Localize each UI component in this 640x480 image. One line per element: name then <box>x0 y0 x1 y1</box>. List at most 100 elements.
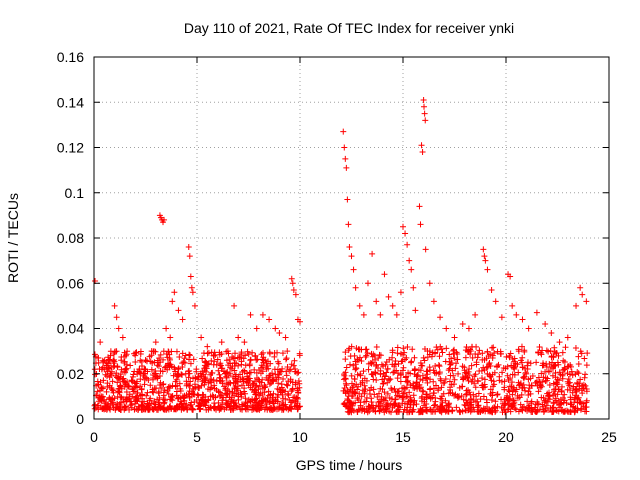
data-point <box>483 355 490 362</box>
data-point <box>538 383 545 390</box>
data-point <box>487 351 494 358</box>
data-point <box>413 373 420 380</box>
data-point <box>491 381 498 388</box>
data-point <box>118 357 125 364</box>
data-point <box>296 352 303 359</box>
data-point <box>274 371 281 378</box>
data-point <box>515 346 522 353</box>
data-point <box>290 397 297 404</box>
data-point <box>234 354 241 361</box>
data-point <box>407 394 414 401</box>
data-point <box>179 364 186 371</box>
data-point <box>230 355 237 362</box>
data-point <box>395 360 402 367</box>
data-point <box>121 404 128 411</box>
data-point <box>225 362 232 369</box>
data-point <box>582 404 589 411</box>
data-point <box>578 405 585 412</box>
data-points <box>91 96 591 416</box>
data-point <box>389 302 396 309</box>
data-point <box>253 382 260 389</box>
data-point <box>295 369 302 376</box>
y-tick-label: 0.02 <box>57 366 84 382</box>
data-point <box>548 408 555 415</box>
data-point <box>253 325 260 332</box>
data-point <box>506 352 513 359</box>
data-point <box>272 325 279 332</box>
data-point <box>146 353 153 360</box>
data-point <box>292 381 299 388</box>
data-point <box>518 343 525 350</box>
data-point <box>427 395 434 402</box>
data-point <box>158 385 165 392</box>
data-point <box>247 369 254 376</box>
data-point <box>106 374 113 381</box>
data-point <box>253 395 260 402</box>
data-point <box>275 405 282 412</box>
data-point <box>381 409 388 416</box>
data-point <box>570 385 577 392</box>
data-point <box>229 390 236 397</box>
data-point <box>423 406 430 413</box>
data-point <box>138 391 145 398</box>
data-point <box>421 357 428 364</box>
data-point <box>463 407 470 414</box>
data-point <box>408 266 415 273</box>
data-point <box>384 366 391 373</box>
data-point <box>469 376 476 383</box>
data-point <box>561 359 568 366</box>
data-point <box>229 353 236 360</box>
data-point <box>364 350 371 357</box>
data-point <box>242 362 249 369</box>
data-point <box>223 373 230 380</box>
data-point <box>243 406 250 413</box>
data-point <box>494 403 501 410</box>
data-point <box>165 390 172 397</box>
data-point <box>122 365 129 372</box>
data-point <box>197 373 204 380</box>
data-point <box>148 348 155 355</box>
data-point <box>412 307 419 314</box>
data-point <box>358 358 365 365</box>
data-point <box>137 348 144 355</box>
data-point <box>159 404 166 411</box>
data-point <box>196 399 203 406</box>
data-point <box>488 344 495 351</box>
data-point <box>407 381 414 388</box>
data-point <box>399 394 406 401</box>
data-point <box>104 373 111 380</box>
data-point <box>421 103 428 110</box>
data-point <box>345 397 352 404</box>
data-point <box>186 253 193 260</box>
data-point <box>550 380 557 387</box>
data-point <box>554 359 561 366</box>
data-point <box>296 403 303 410</box>
data-point <box>562 344 569 351</box>
data-point <box>469 343 476 350</box>
data-point <box>232 400 239 407</box>
data-point <box>430 367 437 374</box>
data-point <box>210 352 217 359</box>
data-point <box>559 371 566 378</box>
data-point <box>549 372 556 379</box>
data-point <box>157 359 164 366</box>
data-point <box>538 370 545 377</box>
data-point <box>451 381 458 388</box>
data-point <box>257 402 264 409</box>
data-point <box>193 368 200 375</box>
data-point <box>467 404 474 411</box>
data-point <box>278 368 285 375</box>
data-point <box>467 391 474 398</box>
chart-title: Day 110 of 2021, Rate Of TEC Index for r… <box>184 20 514 36</box>
data-point <box>231 302 238 309</box>
data-point <box>419 387 426 394</box>
data-point <box>571 399 578 406</box>
data-point <box>151 403 158 410</box>
data-point <box>505 387 512 394</box>
data-point <box>275 360 282 367</box>
data-point <box>130 388 137 395</box>
data-point <box>510 398 517 405</box>
data-point <box>519 359 526 366</box>
data-point <box>581 374 588 381</box>
data-point <box>535 349 542 356</box>
